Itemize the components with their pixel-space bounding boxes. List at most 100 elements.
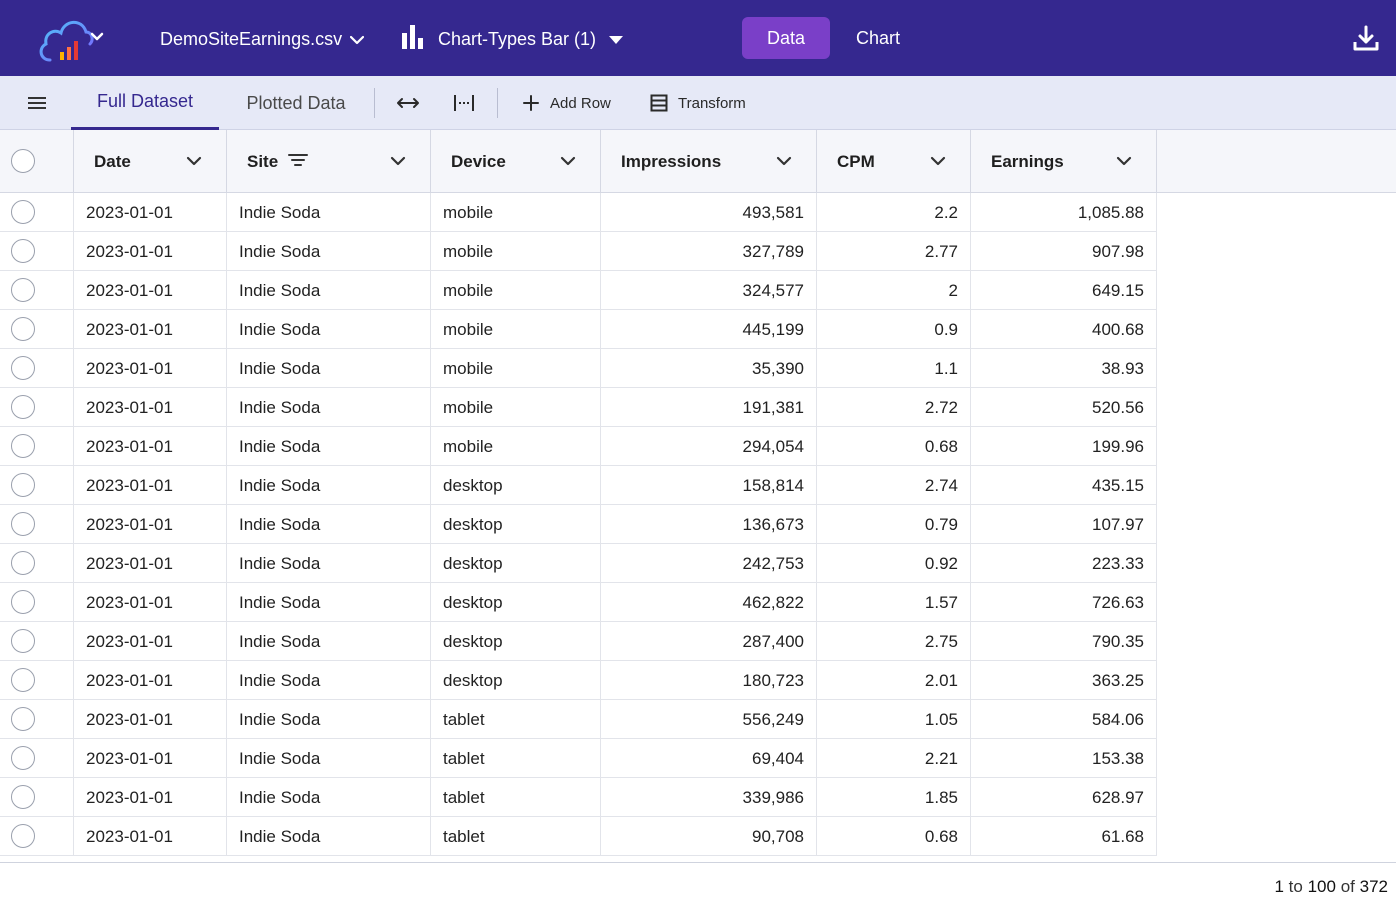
table-cell[interactable]: desktop xyxy=(431,583,601,622)
chart-view-toggle[interactable]: Chart xyxy=(855,27,900,48)
table-cell[interactable]: 2023-01-01 xyxy=(74,310,227,349)
table-cell[interactable]: 2023-01-01 xyxy=(74,700,227,739)
table-cell[interactable]: 1.85 xyxy=(817,778,971,817)
table-cell[interactable]: Indie Soda xyxy=(227,310,431,349)
chevron-down-icon[interactable] xyxy=(186,152,202,172)
table-cell[interactable]: Indie Soda xyxy=(227,505,431,544)
table-cell[interactable]: 462,822 xyxy=(601,583,817,622)
table-cell[interactable]: 2023-01-01 xyxy=(74,232,227,271)
table-row[interactable]: 2023-01-01 Indie Soda mobile 191,381 2.72 520… xyxy=(0,388,1157,427)
column-header-impressions[interactable]: Impressions xyxy=(601,130,817,193)
table-cell[interactable]: 2.74 xyxy=(817,466,971,505)
column-width-icon[interactable] xyxy=(452,92,476,114)
table-cell[interactable]: 294,054 xyxy=(601,427,817,466)
row-checkbox[interactable] xyxy=(11,590,35,614)
table-cell[interactable]: mobile xyxy=(431,232,601,271)
table-cell[interactable]: Indie Soda xyxy=(227,232,431,271)
table-cell[interactable]: 327,789 xyxy=(601,232,817,271)
table-cell[interactable]: 363.25 xyxy=(971,661,1157,700)
table-cell[interactable]: 2.75 xyxy=(817,622,971,661)
row-checkbox[interactable] xyxy=(11,785,35,809)
table-cell[interactable]: 493,581 xyxy=(601,193,817,232)
table-row[interactable]: 2023-01-01 Indie Soda desktop 158,814 2.74 43… xyxy=(0,466,1157,505)
table-cell[interactable]: desktop xyxy=(431,505,601,544)
table-cell[interactable]: 2023-01-01 xyxy=(74,778,227,817)
table-cell[interactable]: mobile xyxy=(431,388,601,427)
table-cell[interactable]: 180,723 xyxy=(601,661,817,700)
table-row[interactable]: 2023-01-01 Indie Soda mobile 324,577 2 649.15 xyxy=(0,271,1157,310)
table-cell[interactable]: tablet xyxy=(431,778,601,817)
table-cell[interactable]: 2.77 xyxy=(817,232,971,271)
table-cell[interactable]: mobile xyxy=(431,193,601,232)
table-cell[interactable]: 191,381 xyxy=(601,388,817,427)
table-row[interactable]: 2023-01-01 Indie Soda mobile 445,199 0.9 400.… xyxy=(0,310,1157,349)
table-row[interactable]: 2023-01-01 Indie Soda desktop 180,723 2.01 36… xyxy=(0,661,1157,700)
table-cell[interactable]: desktop xyxy=(431,544,601,583)
chevron-down-icon[interactable] xyxy=(930,152,946,172)
row-checkbox[interactable] xyxy=(11,629,35,653)
table-cell[interactable]: 0.68 xyxy=(817,817,971,856)
table-cell[interactable]: Indie Soda xyxy=(227,817,431,856)
row-checkbox[interactable] xyxy=(11,824,35,848)
table-cell[interactable]: 2023-01-01 xyxy=(74,388,227,427)
table-cell[interactable]: mobile xyxy=(431,427,601,466)
table-cell[interactable]: 158,814 xyxy=(601,466,817,505)
table-cell[interactable]: 1.05 xyxy=(817,700,971,739)
row-checkbox[interactable] xyxy=(11,746,35,770)
column-header-device[interactable]: Device xyxy=(431,130,601,193)
table-cell[interactable]: 339,986 xyxy=(601,778,817,817)
table-cell[interactable]: Indie Soda xyxy=(227,739,431,778)
chart-select[interactable]: Chart-Types Bar (1) xyxy=(400,24,624,54)
chevron-down-icon[interactable] xyxy=(560,152,576,172)
table-cell[interactable]: 2.72 xyxy=(817,388,971,427)
chevron-down-icon[interactable] xyxy=(1116,152,1132,172)
chevron-down-icon[interactable] xyxy=(390,152,406,172)
row-checkbox[interactable] xyxy=(11,278,35,302)
table-cell[interactable]: Indie Soda xyxy=(227,622,431,661)
tab-plotted-data[interactable]: Plotted Data xyxy=(246,92,346,113)
table-cell[interactable]: 1.1 xyxy=(817,349,971,388)
table-row[interactable]: 2023-01-01 Indie Soda desktop 136,673 0.79 10… xyxy=(0,505,1157,544)
table-cell[interactable]: 0.79 xyxy=(817,505,971,544)
table-cell[interactable]: 1,085.88 xyxy=(971,193,1157,232)
table-cell[interactable]: 907.98 xyxy=(971,232,1157,271)
table-cell[interactable]: 2023-01-01 xyxy=(74,583,227,622)
table-cell[interactable]: 2023-01-01 xyxy=(74,193,227,232)
fit-columns-icon[interactable] xyxy=(396,92,420,114)
table-cell[interactable]: 69,404 xyxy=(601,739,817,778)
table-cell[interactable]: 2023-01-01 xyxy=(74,349,227,388)
table-cell[interactable]: 223.33 xyxy=(971,544,1157,583)
transform-button[interactable]: Transform xyxy=(650,90,746,116)
table-cell[interactable]: Indie Soda xyxy=(227,661,431,700)
table-cell[interactable]: 324,577 xyxy=(601,271,817,310)
chevron-down-icon[interactable] xyxy=(776,152,792,172)
table-cell[interactable]: 726.63 xyxy=(971,583,1157,622)
table-cell[interactable]: 2 xyxy=(817,271,971,310)
table-cell[interactable]: 649.15 xyxy=(971,271,1157,310)
download-icon[interactable] xyxy=(1352,24,1380,52)
table-cell[interactable]: 61.68 xyxy=(971,817,1157,856)
table-cell[interactable]: 520.56 xyxy=(971,388,1157,427)
table-cell[interactable]: 2023-01-01 xyxy=(74,544,227,583)
table-cell[interactable]: mobile xyxy=(431,310,601,349)
table-cell[interactable]: 136,673 xyxy=(601,505,817,544)
row-checkbox[interactable] xyxy=(11,200,35,224)
table-cell[interactable]: Indie Soda xyxy=(227,349,431,388)
file-select[interactable]: DemoSiteEarnings.csv xyxy=(160,26,365,52)
table-cell[interactable]: 400.68 xyxy=(971,310,1157,349)
table-cell[interactable]: 90,708 xyxy=(601,817,817,856)
row-checkbox[interactable] xyxy=(11,434,35,458)
table-row[interactable]: 2023-01-01 Indie Soda mobile 35,390 1.1 38.93 xyxy=(0,349,1157,388)
column-header-earnings[interactable]: Earnings xyxy=(971,130,1157,193)
table-cell[interactable]: 628.97 xyxy=(971,778,1157,817)
table-cell[interactable]: Indie Soda xyxy=(227,271,431,310)
data-view-toggle[interactable]: Data xyxy=(742,17,830,59)
table-cell[interactable]: tablet xyxy=(431,817,601,856)
table-cell[interactable]: 2023-01-01 xyxy=(74,271,227,310)
row-checkbox[interactable] xyxy=(11,317,35,341)
table-cell[interactable]: tablet xyxy=(431,739,601,778)
table-cell[interactable]: 445,199 xyxy=(601,310,817,349)
column-header-date[interactable]: Date xyxy=(74,130,227,193)
table-cell[interactable]: 2023-01-01 xyxy=(74,622,227,661)
table-cell[interactable]: Indie Soda xyxy=(227,427,431,466)
